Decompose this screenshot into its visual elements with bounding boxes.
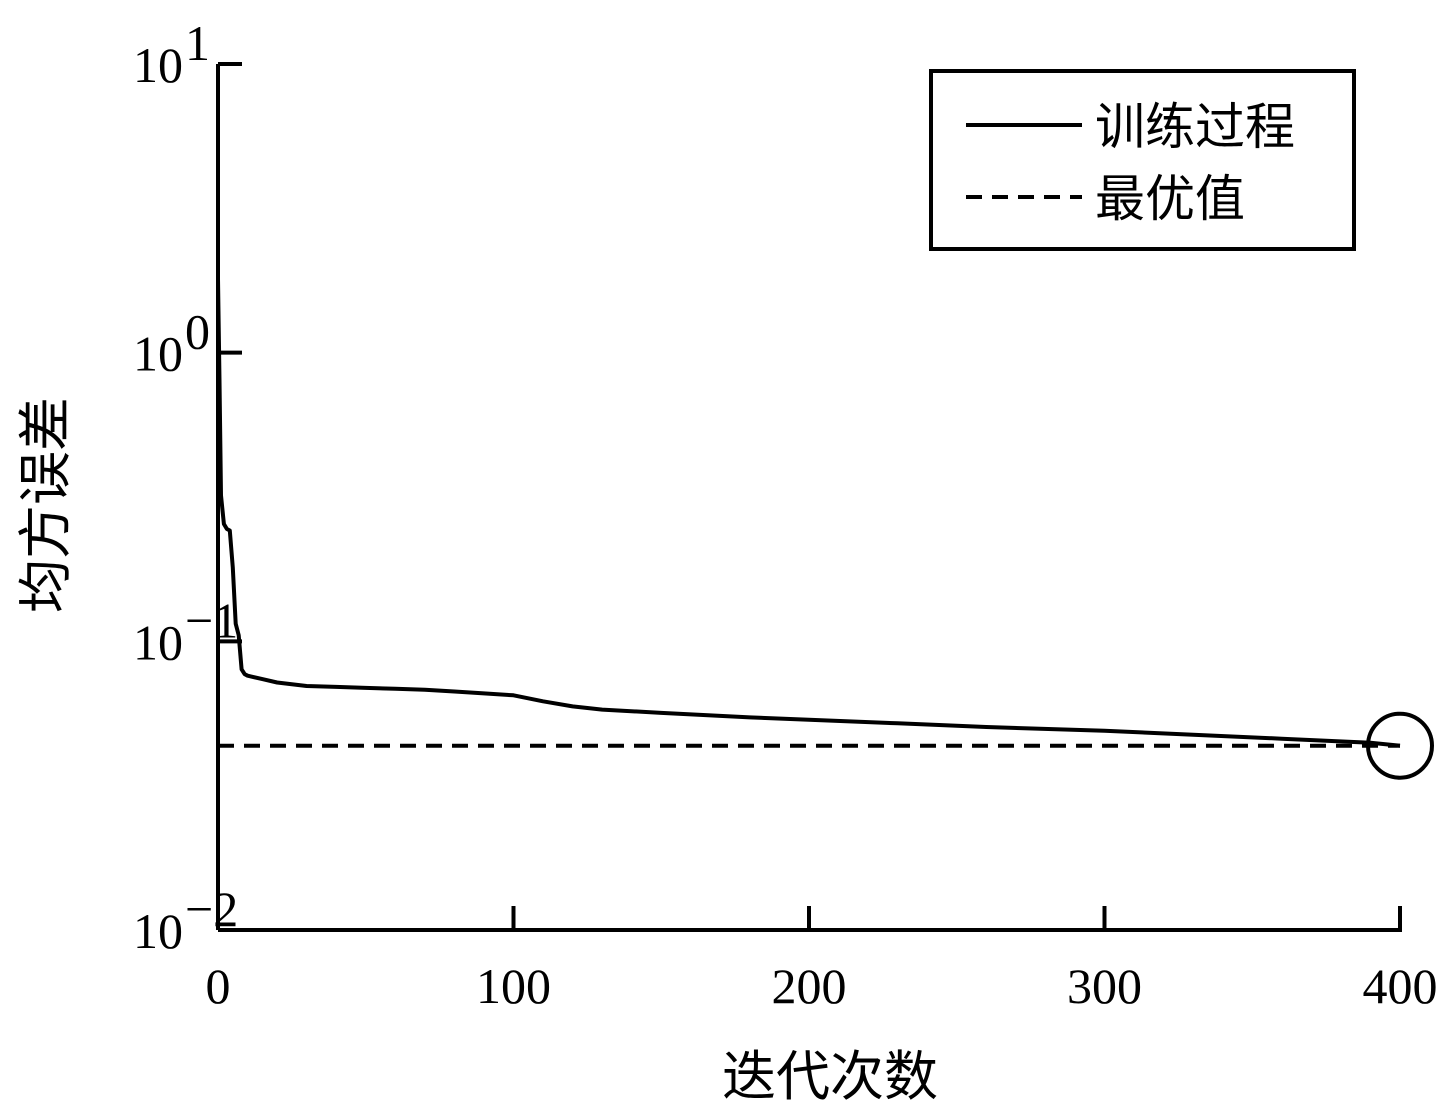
y-axis-label: 均方误差	[14, 397, 77, 613]
series-line-training	[216, 278, 1401, 748]
y-tick-exponent: −2	[185, 881, 238, 937]
y-tick-exponent: 1	[185, 15, 210, 71]
legend-label-training: 训练过程	[1095, 98, 1295, 156]
x-axis-label: 迭代次数	[722, 1045, 938, 1108]
y-tick-label: 10	[133, 903, 183, 959]
plot-area	[216, 278, 1434, 780]
x-tick-label: 100	[476, 958, 551, 1014]
x-axis-ticks: 0 100 200 300 400	[206, 906, 1438, 1014]
x-tick-label: 300	[1067, 958, 1142, 1014]
y-tick-exponent: 0	[185, 304, 210, 360]
x-tick-label: 400	[1363, 958, 1438, 1014]
y-tick-label: 10	[133, 614, 183, 670]
x-tick-label: 200	[772, 958, 847, 1014]
y-tick-label: 10	[133, 326, 183, 382]
x-tick-label: 0	[206, 958, 231, 1014]
legend: 训练过程 最优值	[929, 69, 1356, 251]
legend-label-optimum: 最优值	[1095, 170, 1245, 228]
legend-box	[929, 69, 1356, 251]
y-tick-exponent: −1	[185, 592, 238, 648]
y-tick-label: 10	[133, 37, 183, 93]
optimum-circle-marker	[1366, 711, 1434, 780]
